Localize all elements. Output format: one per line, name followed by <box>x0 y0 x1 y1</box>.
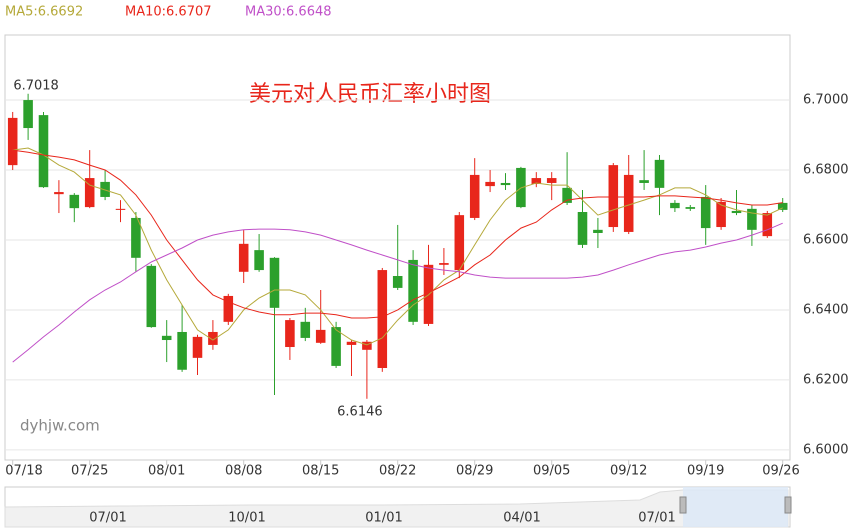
candle-body <box>531 178 542 185</box>
candle-body <box>84 178 95 208</box>
candle-body <box>315 329 326 343</box>
candle-body <box>23 100 33 129</box>
candle-body <box>670 202 680 209</box>
y-tick-label: 6.6200 <box>803 372 849 387</box>
navigator-handle[interactable] <box>679 496 687 514</box>
candle-body <box>408 259 418 322</box>
candle-body <box>377 270 388 369</box>
candle-body <box>54 192 64 195</box>
candle-body <box>38 115 49 188</box>
candle-body <box>269 257 280 308</box>
candle-body <box>238 243 249 272</box>
candle-body <box>608 165 619 228</box>
candle-body <box>623 174 634 232</box>
candle-body <box>593 229 603 233</box>
navigator-label: 10/01 <box>228 511 265 526</box>
candle-body <box>223 295 234 322</box>
ma-line <box>12 149 783 319</box>
navigator-area <box>4 489 789 528</box>
x-tick-label: 08/22 <box>379 464 416 479</box>
candle-body <box>100 181 110 197</box>
navigator-label: 04/01 <box>503 511 540 526</box>
legend-entry: MA5:6.6692 <box>5 5 83 20</box>
candle-body <box>546 178 557 183</box>
x-tick-label: 08/01 <box>148 464 185 479</box>
candle-body <box>254 250 264 271</box>
ma-line <box>12 222 783 363</box>
candle-body <box>562 187 572 203</box>
y-tick-label: 6.6600 <box>803 232 849 247</box>
candle-body <box>777 202 788 210</box>
candle-body <box>500 182 511 186</box>
y-tick-label: 6.6000 <box>803 442 849 457</box>
candle-body <box>285 320 295 348</box>
y-tick-label: 6.7000 <box>803 93 849 108</box>
candle-body <box>485 181 495 187</box>
candle-body <box>115 208 126 210</box>
candle-body <box>731 210 742 214</box>
candle-body <box>639 180 649 183</box>
candle-body <box>146 265 157 328</box>
candle-body <box>762 213 773 237</box>
chart-title: 美元对人民币汇率小时图 <box>249 82 491 107</box>
candle-body <box>331 327 341 366</box>
candle-body <box>177 331 187 370</box>
x-tick-label: 07/25 <box>71 464 108 479</box>
y-tick-label: 6.6400 <box>803 302 849 317</box>
candle-body <box>716 201 726 228</box>
x-tick-label: 08/15 <box>302 464 339 479</box>
candle-body <box>346 341 357 345</box>
candle-body <box>700 196 711 229</box>
navigator-handle[interactable] <box>784 496 792 514</box>
candle-body <box>69 194 80 209</box>
x-tick-label: 09/19 <box>687 464 724 479</box>
navigator-label: 07/01 <box>638 511 675 526</box>
candle-body <box>192 336 203 358</box>
candle-body <box>300 321 311 338</box>
min-label: 6.6146 <box>337 404 383 419</box>
candle-body <box>577 211 588 245</box>
y-tick-label: 6.6800 <box>803 163 849 178</box>
candle-body <box>747 208 757 230</box>
watermark: dyhjw.com <box>20 417 100 435</box>
x-tick-label: 09/05 <box>533 464 570 479</box>
candle-body <box>439 263 449 265</box>
candle-body <box>685 207 696 209</box>
x-tick-label: 07/18 <box>5 464 42 479</box>
x-tick-label: 09/26 <box>762 464 799 479</box>
candle-body <box>362 341 372 350</box>
candle-body <box>469 174 480 218</box>
navigator[interactable]: 07/01 10/01 01/01 04/01 07/01 <box>4 486 792 528</box>
navigator-label: 01/01 <box>365 511 402 526</box>
candle-body <box>161 335 172 341</box>
candle-body <box>454 215 465 271</box>
candle-body <box>654 159 665 188</box>
candle-body <box>392 276 403 288</box>
legend-entry: MA30:6.6648 <box>245 5 332 20</box>
candle-body <box>131 217 141 258</box>
x-tick-label: 09/12 <box>610 464 647 479</box>
navigator-window[interactable] <box>683 487 788 527</box>
max-label: 6.7018 <box>13 78 59 93</box>
x-tick-label: 08/08 <box>225 464 262 479</box>
navigator-label: 07/01 <box>89 511 126 526</box>
candle-body <box>7 117 18 166</box>
legend-entry: MA10:6.6707 <box>125 5 212 20</box>
candle-body <box>208 331 218 345</box>
x-tick-label: 08/29 <box>456 464 493 479</box>
